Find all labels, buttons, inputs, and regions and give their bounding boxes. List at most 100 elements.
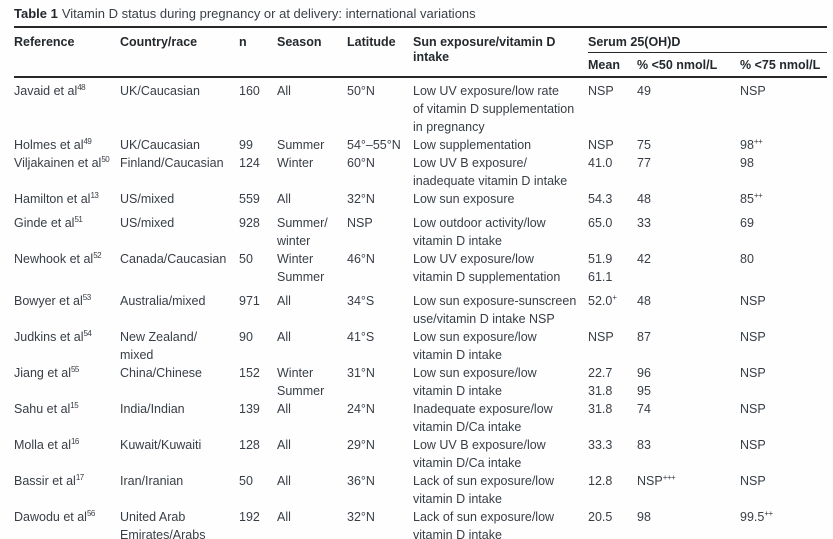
cell-season: All xyxy=(277,510,291,524)
cell-latitude: 32°N xyxy=(347,192,375,206)
cell-pct75: 69 xyxy=(740,216,754,230)
cell-country: United Arab Emirates/Arabs xyxy=(120,510,206,539)
cell-latitude: 54°–55°N xyxy=(347,138,401,152)
footnote-marker: 17 xyxy=(75,472,84,482)
cell-pct50: 77 xyxy=(637,156,651,170)
cell-latitude: 46°N xyxy=(347,252,375,266)
cell-mean: 31.8 xyxy=(588,402,613,416)
cell-sun-exposure: Low UV B exposure/inadequate vitamin D i… xyxy=(413,156,568,188)
cell-pct50: 74 xyxy=(637,402,651,416)
cell-season: Winter Summer xyxy=(277,366,325,398)
table-row: Judkins et al54 New Zealand/mixed 90 All 41°… xyxy=(14,328,827,364)
cell-country: China/Chinese xyxy=(120,366,202,380)
cell-latitude: NSP xyxy=(347,216,373,230)
cell-reference: Jiang et al55 xyxy=(14,364,79,380)
footnote-marker: 51 xyxy=(74,214,83,224)
cell-pct50: 98 xyxy=(637,510,651,524)
cell-season: Summer xyxy=(277,138,325,152)
cell-country: India/Indian xyxy=(120,402,185,416)
cell-latitude: 41°S xyxy=(347,330,375,344)
cell-pct75: 85++ xyxy=(740,190,763,206)
cell-country: UK/Caucasian xyxy=(120,138,200,152)
cell-pct50: 96 95 xyxy=(637,366,651,398)
cell-reference: Molla et al16 xyxy=(14,436,79,452)
footnote-marker: 55 xyxy=(70,364,79,374)
header-pct50: % <50 nmol/L xyxy=(637,58,718,72)
cell-pct50: 33 xyxy=(637,216,651,230)
cell-n: 139 xyxy=(239,402,260,416)
cell-n: 50 xyxy=(239,474,253,488)
cell-mean: 20.5 xyxy=(588,510,613,524)
table-caption: Table 1 Vitamin D status during pregnancy… xyxy=(14,6,819,22)
cell-country: US/mixed xyxy=(120,192,175,206)
cell-mean: 52.0+ xyxy=(588,292,617,308)
cell-sun-exposure: Low UV exposure/low rate of vitamin D sup… xyxy=(413,84,575,134)
cell-n: 928 xyxy=(239,216,260,230)
cell-reference: Viljakainen et al50 xyxy=(14,154,110,170)
table-body: Javaid et al48 UK/Caucasian 160 All 50°N Low … xyxy=(14,78,827,539)
cell-latitude: 31°N xyxy=(347,366,375,380)
table-row: Viljakainen et al50 Finland/Caucasian 124 W… xyxy=(14,154,827,190)
cell-country: New Zealand/mixed xyxy=(120,330,198,362)
header-serum-group: Serum 25(OH)D xyxy=(588,28,827,53)
table-row: Jiang et al55 China/Chinese 152 Winter Summe… xyxy=(14,364,827,400)
cell-reference: Sahu et al15 xyxy=(14,400,79,416)
cell-mean: 33.3 xyxy=(588,438,613,452)
cell-pct50: 42 xyxy=(637,252,651,266)
cell-reference: Javaid et al48 xyxy=(14,82,86,98)
cell-n: 124 xyxy=(239,156,260,170)
cell-sun-exposure: Low sun exposure-sunscreen use/vitamin D … xyxy=(413,294,577,326)
cell-latitude: 32°N xyxy=(347,510,375,524)
cell-reference: Ginde et al51 xyxy=(14,214,83,230)
cell-pct75: 98 xyxy=(740,156,754,170)
table-caption-label: Table 1 xyxy=(14,6,58,21)
cell-country: UK/Caucasian xyxy=(120,84,200,98)
cell-mean: 51.9 61.1 xyxy=(588,252,613,284)
cell-country: Australia/mixed xyxy=(120,294,206,308)
cell-pct75: NSP xyxy=(740,84,766,98)
footnote-marker: + xyxy=(612,292,617,302)
cell-season: Winter xyxy=(277,156,314,170)
cell-pct50: 87 xyxy=(637,330,651,344)
cell-season: Winter Summer xyxy=(277,252,325,284)
footnote-marker: ++ xyxy=(753,136,763,146)
cell-pct50: 75 xyxy=(637,138,651,152)
cell-latitude: 29°N xyxy=(347,438,375,452)
cell-n: 90 xyxy=(239,330,253,344)
cell-pct75: NSP xyxy=(740,330,766,344)
header-season: Season xyxy=(277,35,322,49)
cell-pct50: 48 xyxy=(637,192,651,206)
footnote-marker: 56 xyxy=(86,508,95,518)
footnote-marker: 16 xyxy=(70,436,79,446)
cell-country: US/mixed xyxy=(120,216,175,230)
cell-country: Iran/Iranian xyxy=(120,474,184,488)
cell-sun-exposure: Low sun exposure xyxy=(413,192,515,206)
cell-season: All xyxy=(277,192,291,206)
footnote-marker: 54 xyxy=(83,328,92,338)
table-header: Reference Country/race n Season Latitude… xyxy=(14,28,827,78)
cell-n: 192 xyxy=(239,510,260,524)
cell-pct75: NSP xyxy=(740,366,766,380)
table-row: Molla et al16 Kuwait/Kuwaiti 128 All 29°N Low… xyxy=(14,436,827,472)
cell-sun-exposure: Lack of sun exposure/low vitamin D intake xyxy=(413,474,555,506)
cell-pct50: 49 xyxy=(637,84,651,98)
cell-season: All xyxy=(277,402,291,416)
cell-mean: NSP xyxy=(588,138,614,152)
cell-latitude: 60°N xyxy=(347,156,375,170)
cell-country: Kuwait/Kuwaiti xyxy=(120,438,202,452)
cell-sun-exposure: Low sun exposure/low vitamin D intake xyxy=(413,366,537,398)
cell-n: 152 xyxy=(239,366,260,380)
cell-mean: 54.3 xyxy=(588,192,613,206)
table-row: Ginde et al51 US/mixed 928 Summer/winter NSP… xyxy=(14,214,827,250)
table-row: Sahu et al15 India/Indian 139 All 24°N Inadeq… xyxy=(14,400,827,436)
cell-season: All xyxy=(277,474,291,488)
table-row: Newhook et al52 Canada/Caucasian 50 Winter S… xyxy=(14,250,827,286)
cell-n: 559 xyxy=(239,192,260,206)
header-pct75: % <75 nmol/L xyxy=(740,58,821,72)
table-row: Javaid et al48 UK/Caucasian 160 All 50°N Low … xyxy=(14,82,827,136)
cell-mean: NSP xyxy=(588,330,614,344)
header-country: Country/race xyxy=(120,35,198,49)
header-sun-exposure: Sun exposure/vitamin D intake xyxy=(413,35,556,64)
cell-n: 128 xyxy=(239,438,260,452)
